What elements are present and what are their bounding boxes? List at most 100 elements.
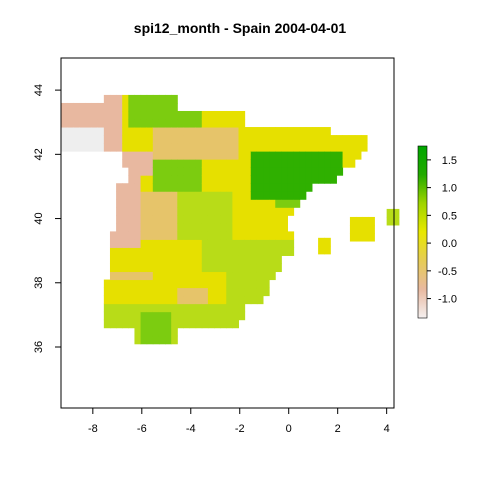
raster-cell bbox=[134, 119, 142, 128]
raster-cell bbox=[195, 167, 203, 176]
island-cell bbox=[368, 233, 375, 242]
raster-cell bbox=[152, 335, 160, 345]
raster-cell bbox=[220, 319, 227, 329]
raster-cell bbox=[103, 102, 111, 112]
raster-cell bbox=[165, 119, 172, 128]
raster-cell bbox=[214, 311, 221, 321]
raster-cell bbox=[293, 199, 301, 208]
raster-cell bbox=[250, 159, 258, 168]
raster-cell bbox=[201, 119, 209, 128]
color-legend: 1.5 1.0 0.5 0.0 -0.5 -1.0 bbox=[417, 145, 457, 319]
raster-cell bbox=[103, 303, 111, 313]
raster-cell bbox=[128, 303, 135, 313]
raster-cell bbox=[195, 175, 203, 184]
raster-cell bbox=[122, 295, 129, 305]
raster-cell bbox=[79, 143, 86, 152]
raster-cell bbox=[269, 143, 276, 152]
raster-cell bbox=[165, 199, 172, 208]
raster-cell bbox=[165, 223, 172, 232]
raster-cell bbox=[336, 143, 344, 152]
raster-cell bbox=[263, 207, 270, 216]
raster-cell bbox=[122, 199, 129, 208]
raster-cell bbox=[232, 303, 240, 313]
raster-cell bbox=[171, 271, 178, 281]
raster-cell bbox=[177, 311, 184, 321]
raster-cell bbox=[152, 143, 160, 152]
raster-cell bbox=[281, 143, 288, 152]
raster-cell bbox=[250, 215, 258, 224]
raster-cell bbox=[238, 263, 246, 273]
raster-cell bbox=[330, 135, 337, 144]
raster-cell bbox=[250, 207, 258, 216]
island-cell bbox=[392, 216, 400, 226]
raster-cell bbox=[177, 231, 184, 240]
raster-cell bbox=[275, 159, 282, 168]
raster-cell bbox=[263, 279, 270, 289]
raster-cell bbox=[348, 135, 356, 144]
raster-cell bbox=[299, 159, 307, 168]
raster-cell bbox=[165, 287, 172, 297]
raster-cell bbox=[85, 119, 93, 128]
raster-cell bbox=[244, 143, 252, 152]
y-tick-label: 36 bbox=[33, 341, 45, 353]
raster-cell bbox=[122, 102, 129, 112]
raster-cell bbox=[220, 231, 227, 240]
raster-cell bbox=[220, 263, 227, 273]
raster-cell bbox=[244, 167, 252, 176]
raster-cell bbox=[183, 215, 191, 224]
raster-cell bbox=[250, 255, 258, 265]
raster-cell bbox=[256, 175, 264, 184]
raster-cell bbox=[158, 215, 166, 224]
raster-cell bbox=[214, 207, 221, 216]
raster-cell bbox=[128, 94, 135, 104]
raster-cell bbox=[220, 215, 227, 224]
raster-cell bbox=[158, 271, 166, 281]
raster-cell bbox=[165, 127, 172, 136]
raster-cell bbox=[256, 231, 264, 240]
raster-cell bbox=[238, 119, 246, 128]
legend-tick-label: 1.0 bbox=[442, 183, 457, 195]
raster-cell bbox=[207, 271, 215, 281]
raster-cell bbox=[128, 311, 135, 321]
raster-cell bbox=[109, 247, 117, 256]
legend-tick-label: -0.5 bbox=[438, 266, 457, 278]
raster-cell bbox=[220, 279, 227, 289]
raster-cell bbox=[146, 287, 154, 297]
raster-cell bbox=[207, 159, 215, 168]
raster-cell bbox=[128, 159, 135, 168]
raster-cell bbox=[318, 159, 325, 168]
raster-cell bbox=[256, 135, 264, 144]
raster-cell bbox=[214, 191, 221, 200]
raster-cell bbox=[140, 311, 148, 321]
raster-cell bbox=[287, 231, 295, 240]
raster-cell bbox=[146, 207, 154, 216]
raster-cell bbox=[226, 287, 233, 297]
raster-cell bbox=[238, 143, 246, 152]
raster-cell bbox=[61, 127, 68, 136]
raster-cell bbox=[269, 207, 276, 216]
raster-cells bbox=[61, 94, 400, 345]
raster-cell bbox=[146, 215, 154, 224]
raster-cell bbox=[220, 143, 227, 152]
raster-cell bbox=[128, 102, 135, 112]
raster-cell bbox=[214, 287, 221, 297]
island-cell bbox=[362, 224, 369, 234]
raster-cell bbox=[134, 263, 142, 273]
raster-cell bbox=[189, 319, 197, 329]
raster-cell bbox=[61, 119, 68, 128]
raster-cell bbox=[220, 167, 227, 176]
raster-cell bbox=[73, 135, 80, 144]
raster-cell bbox=[201, 151, 209, 160]
raster-cell bbox=[220, 207, 227, 216]
raster-cell bbox=[85, 127, 93, 136]
raster-cell bbox=[140, 94, 148, 104]
island-cell bbox=[318, 245, 325, 255]
raster-cell bbox=[195, 303, 203, 313]
raster-cell bbox=[195, 279, 203, 289]
raster-cell bbox=[165, 143, 172, 152]
raster-cell bbox=[244, 231, 252, 240]
raster-cell bbox=[152, 135, 160, 144]
raster-cell bbox=[244, 247, 252, 256]
raster-cell bbox=[165, 167, 172, 176]
